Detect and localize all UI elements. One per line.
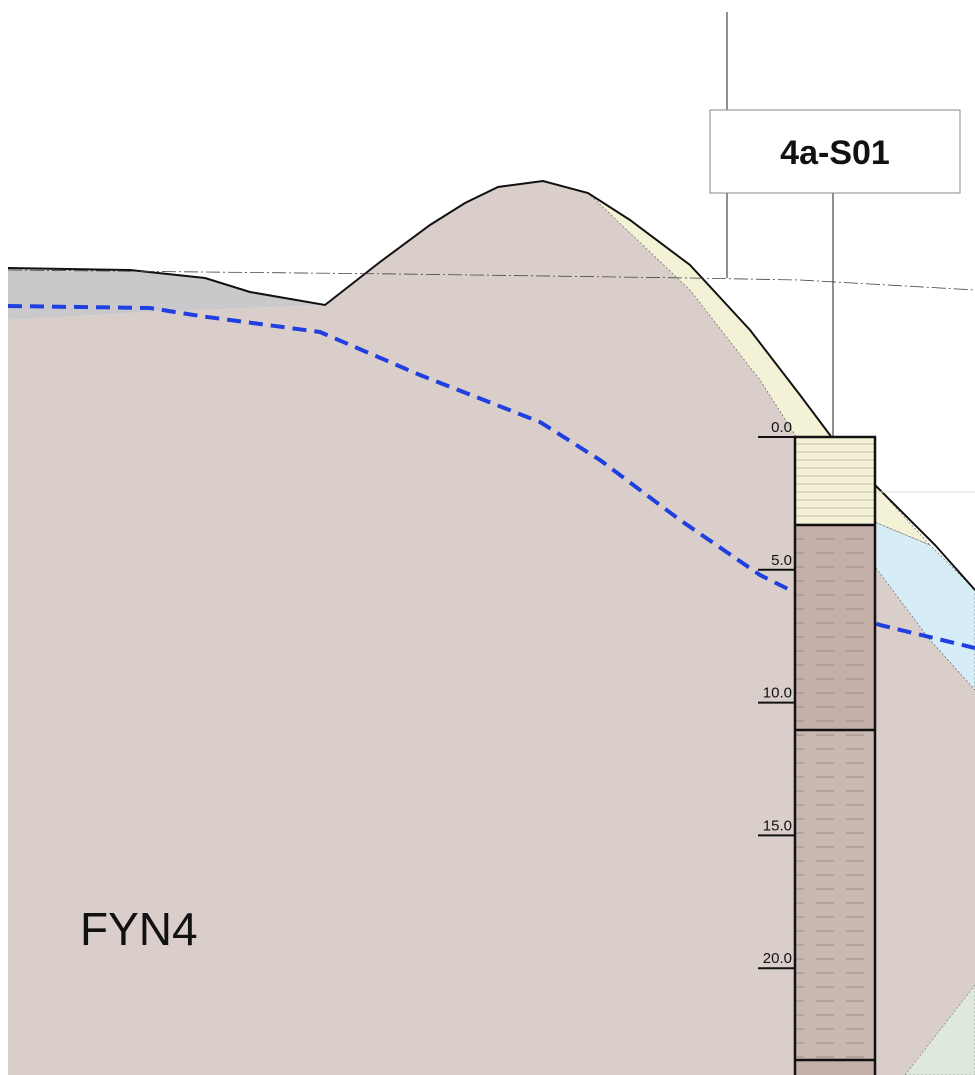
layer-hatch [795, 525, 875, 730]
column-outline [793, 435, 877, 1075]
borehole-column [793, 435, 877, 1075]
soil-lower-right [904, 984, 975, 1075]
depth-label: 15.0 [763, 817, 792, 834]
depth-label: 5.0 [771, 552, 792, 569]
borehole-id: 4a-S01 [780, 134, 890, 172]
reference-line [7, 269, 975, 291]
depth-label: 0.0 [771, 419, 792, 436]
depth-label: 10.0 [763, 685, 792, 702]
borehole-label-box [709, 109, 961, 194]
unit-label: FYN4 [80, 903, 198, 955]
layer-fill [795, 1060, 875, 1075]
water-table [7, 304, 975, 650]
soil-fyn4 [8, 181, 975, 1075]
layer-hatch [795, 730, 875, 1060]
depth-scale: 0.0 5.0 10.0 15.0 20.0 [758, 419, 795, 970]
layer-hatch [795, 437, 875, 525]
depth-label: 20.0 [763, 950, 792, 967]
